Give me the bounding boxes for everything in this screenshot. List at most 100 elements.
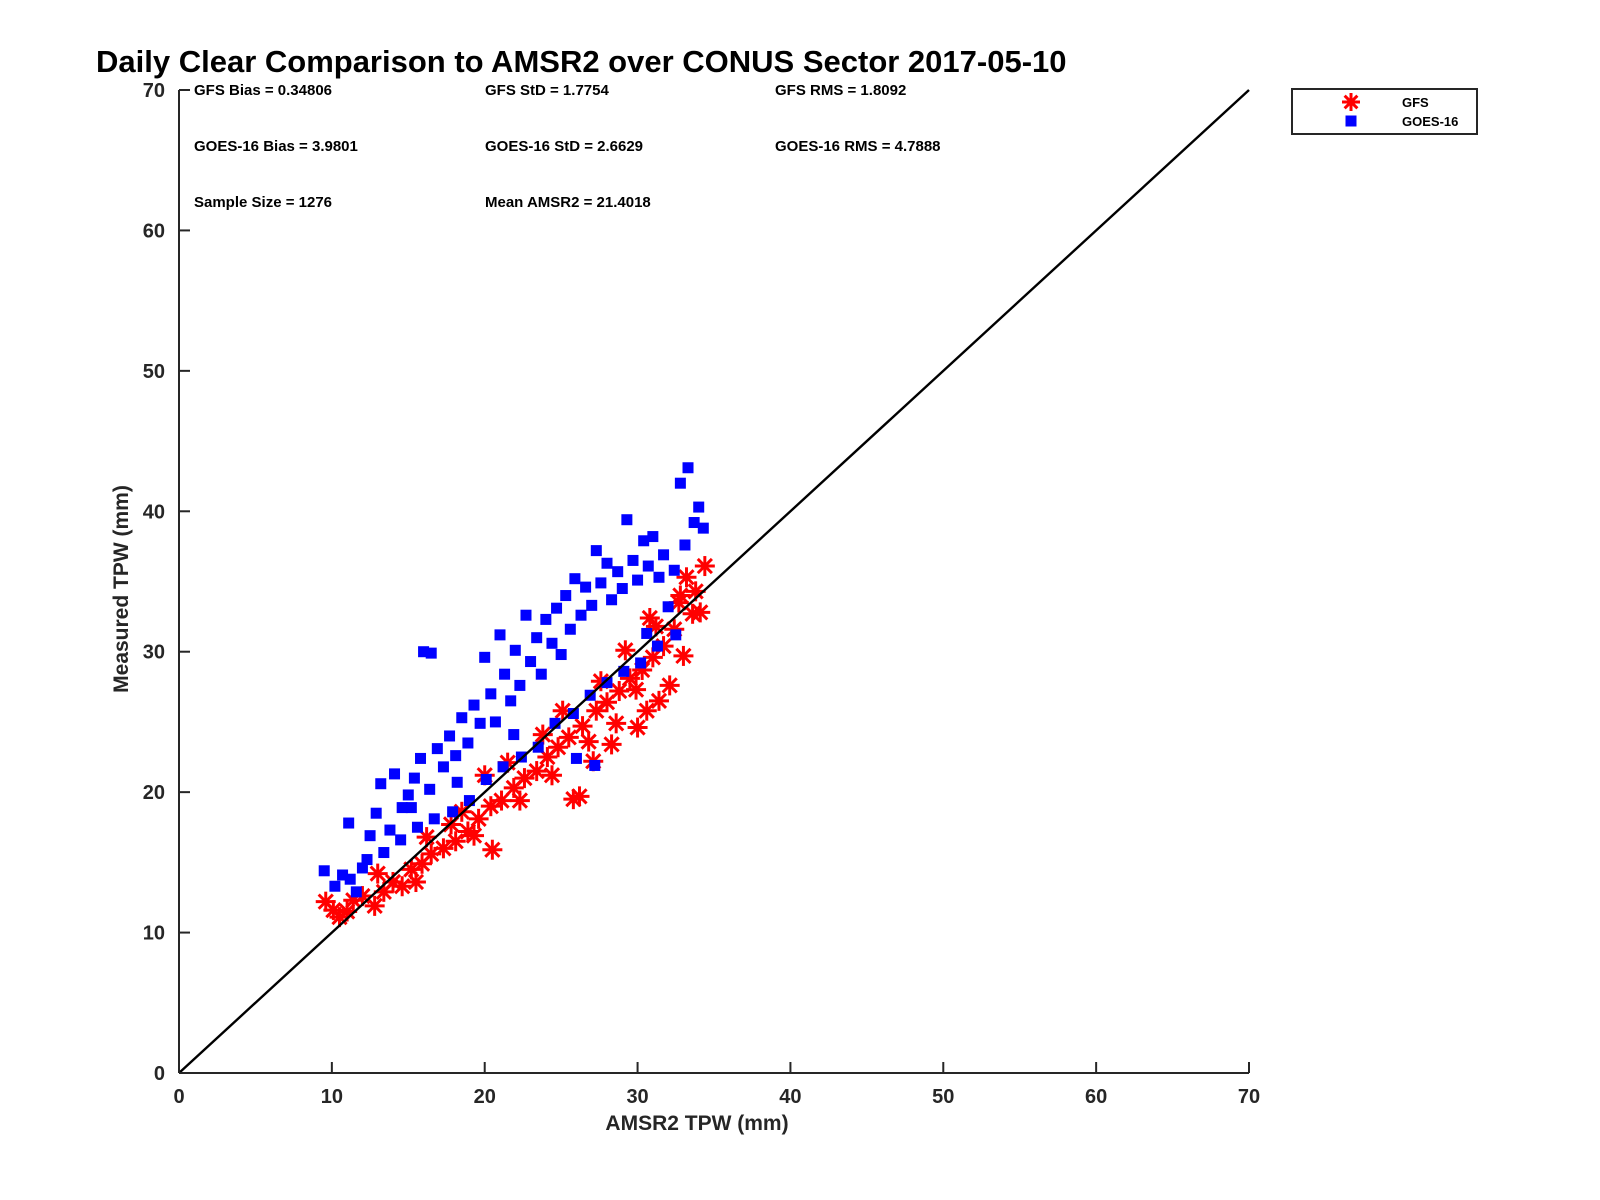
data-point	[329, 880, 341, 892]
data-point	[674, 477, 686, 489]
y-tick-label: 30	[143, 642, 165, 664]
data-point	[402, 789, 414, 801]
data-point	[431, 743, 443, 755]
data-point	[464, 825, 485, 846]
data-point	[615, 640, 636, 661]
series-gfs	[315, 556, 715, 928]
y-axis-ticks: 0 10 20 30 40 50 60 70	[143, 80, 190, 1085]
data-point	[662, 601, 674, 613]
data-point	[428, 813, 440, 825]
data-point	[462, 737, 474, 749]
legend-box	[1291, 88, 1478, 135]
data-point	[408, 772, 420, 784]
x-tick-label: 40	[779, 1086, 801, 1108]
data-point	[569, 786, 590, 807]
x-tick-label: 10	[321, 1086, 343, 1108]
data-point	[350, 886, 362, 898]
y-axis-label: Measured TPW (mm)	[110, 485, 133, 693]
data-point	[638, 535, 650, 547]
data-point	[586, 599, 598, 611]
data-point	[541, 765, 562, 786]
data-point	[676, 567, 697, 588]
data-point	[525, 656, 537, 668]
data-point	[489, 716, 501, 728]
legend-marker	[1342, 93, 1360, 111]
data-point	[451, 776, 463, 788]
identity-line	[178, 89, 1250, 1074]
data-point	[670, 585, 691, 606]
y-tick-label: 20	[143, 782, 165, 804]
data-point	[509, 790, 530, 811]
data-point	[526, 761, 547, 782]
data-point	[697, 522, 709, 534]
data-point	[375, 778, 387, 790]
data-point	[411, 821, 423, 833]
series-layer	[315, 462, 715, 928]
data-point	[395, 834, 407, 846]
data-point	[337, 869, 349, 881]
data-point	[673, 645, 694, 666]
stat-annotation: GOES-16 RMS = 4.7888	[775, 138, 941, 155]
data-point	[424, 783, 436, 795]
legend: GFS GOES-16	[1291, 88, 1478, 135]
data-point	[531, 632, 543, 644]
data-point	[389, 768, 401, 780]
data-point	[642, 560, 654, 572]
y-tick-label: 60	[143, 220, 165, 242]
y-tick-label: 50	[143, 361, 165, 383]
data-point	[632, 574, 644, 586]
stat-annotation: GFS StD = 1.7754	[485, 82, 609, 99]
data-point	[575, 609, 587, 621]
data-point	[609, 681, 630, 702]
data-point	[567, 708, 579, 720]
data-point	[601, 677, 613, 689]
data-point	[618, 665, 630, 677]
data-point	[621, 514, 633, 526]
data-point	[627, 554, 639, 566]
data-point	[384, 824, 396, 836]
data-point	[532, 741, 544, 753]
data-point	[344, 873, 356, 885]
legend-marker	[1345, 115, 1357, 127]
x-tick-label: 30	[626, 1086, 648, 1108]
data-point	[485, 688, 497, 700]
data-point	[659, 675, 680, 696]
data-point	[606, 594, 618, 606]
stat-annotation: GOES-16 StD = 2.6629	[485, 138, 643, 155]
data-point	[468, 699, 480, 711]
data-point	[445, 831, 466, 852]
y-tick-label: 40	[143, 501, 165, 523]
data-point	[535, 668, 547, 680]
legend-label: GFS	[1402, 95, 1429, 110]
data-point	[378, 847, 390, 859]
stat-annotation: Mean AMSR2 = 21.4018	[485, 194, 651, 211]
data-point	[405, 872, 426, 893]
data-point	[653, 571, 665, 583]
data-point	[570, 752, 582, 764]
data-point	[463, 795, 475, 807]
data-point	[597, 692, 617, 713]
data-point	[356, 862, 368, 874]
stats-annotations: GFS Bias = 0.34806 GFS StD = 1.7754 GFS RM…	[194, 82, 941, 211]
data-point	[480, 774, 492, 786]
x-tick-label: 20	[474, 1086, 496, 1108]
data-point	[647, 531, 659, 543]
stat-annotation: Sample Size = 1276	[194, 194, 332, 211]
data-point	[392, 876, 413, 897]
chart-title: Daily Clear Comparison to AMSR2 over CON…	[96, 44, 1067, 79]
data-point	[370, 807, 382, 819]
data-point	[479, 651, 491, 663]
data-point	[437, 761, 449, 773]
data-point	[612, 566, 624, 578]
data-point	[616, 583, 628, 595]
data-point	[405, 802, 417, 814]
data-point	[520, 609, 532, 621]
legend-label: GOES-16	[1402, 114, 1458, 129]
data-point	[499, 668, 511, 680]
x-tick-label: 70	[1238, 1086, 1260, 1108]
data-point	[690, 602, 711, 623]
legend-items: GFS GOES-16	[1342, 93, 1458, 129]
data-point	[572, 716, 593, 737]
data-point	[549, 717, 561, 729]
data-point	[514, 679, 526, 691]
